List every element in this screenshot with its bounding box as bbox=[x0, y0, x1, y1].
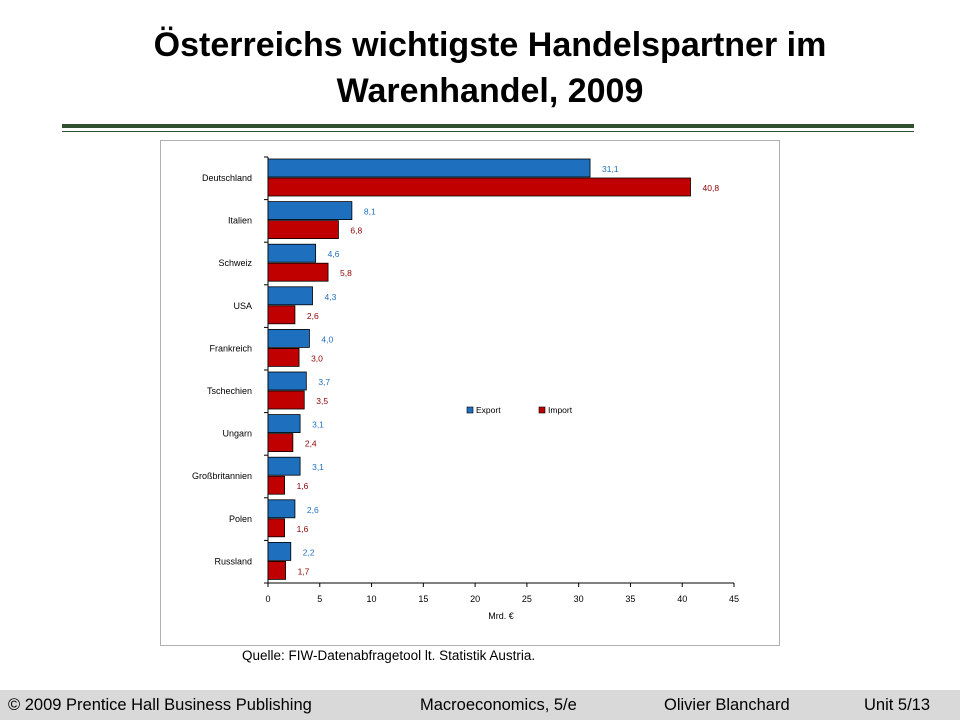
legend-swatch bbox=[466, 406, 474, 414]
export-bar bbox=[267, 243, 317, 263]
export-bar bbox=[267, 371, 307, 391]
x-tick-label: 5 bbox=[317, 594, 322, 604]
export-data-label: 3,1 bbox=[312, 420, 324, 430]
legend-entry: Import bbox=[548, 405, 573, 415]
export-data-label: 3,7 bbox=[318, 377, 330, 387]
category-label: Russland bbox=[214, 556, 252, 566]
x-tick-label: 45 bbox=[729, 594, 739, 604]
x-tick-label: 20 bbox=[470, 594, 480, 604]
import-data-label: 3,0 bbox=[311, 353, 323, 363]
export-data-label: 4,3 bbox=[325, 292, 337, 302]
import-bar bbox=[267, 305, 296, 325]
import-data-label: 6,8 bbox=[350, 226, 362, 236]
import-data-label: 1,7 bbox=[298, 566, 310, 576]
import-bar bbox=[267, 177, 691, 197]
title-line-1: Österreichs wichtigste Handelspartner im bbox=[153, 26, 827, 64]
export-data-label: 8,1 bbox=[364, 207, 376, 217]
source-note: Quelle: FIW-Datenabfragetool lt. Statist… bbox=[242, 648, 536, 663]
x-tick-label: 0 bbox=[265, 594, 270, 604]
import-bar bbox=[267, 262, 329, 282]
x-tick-label: 10 bbox=[367, 594, 377, 604]
bar-chart: 0 5 10 15 20 25 30 35 40 45 Mrd. € Deutschland 31,1 4… bbox=[192, 156, 739, 621]
import-data-label: 2,6 bbox=[307, 311, 319, 321]
export-bar bbox=[267, 158, 591, 178]
export-bar bbox=[267, 541, 292, 561]
category-label: Schweiz bbox=[218, 258, 252, 268]
category-label: Polen bbox=[229, 514, 252, 524]
export-bar bbox=[267, 499, 296, 519]
title-rule-thick bbox=[62, 124, 914, 128]
export-bar bbox=[267, 201, 353, 220]
category-label: Deutschland bbox=[202, 173, 252, 183]
category-label: Italien bbox=[228, 216, 252, 226]
export-bar bbox=[267, 328, 310, 348]
export-bar bbox=[267, 456, 301, 476]
export-data-label: 2,6 bbox=[307, 505, 319, 515]
export-data-label: 4,6 bbox=[328, 249, 340, 259]
export-data-label: 4,0 bbox=[321, 334, 333, 344]
import-bar bbox=[267, 475, 285, 495]
slide-title: Österreichs wichtigste Handelspartner im… bbox=[60, 22, 920, 114]
import-data-label: 5,8 bbox=[340, 268, 352, 278]
import-bar bbox=[267, 560, 287, 580]
category-label: Tschechien bbox=[207, 386, 252, 396]
import-bar bbox=[267, 518, 285, 538]
category-label: Großbritannien bbox=[192, 471, 252, 481]
import-bar bbox=[267, 347, 300, 367]
title-line-2: Warenhandel, 2009 bbox=[336, 72, 644, 110]
x-tick-label: 30 bbox=[574, 594, 584, 604]
legend-entry: Export bbox=[476, 405, 501, 415]
import-data-label: 3,5 bbox=[316, 396, 328, 406]
import-bar bbox=[267, 433, 294, 453]
legend-swatch bbox=[538, 406, 546, 414]
x-tick-label: 40 bbox=[677, 594, 687, 604]
export-bar bbox=[267, 286, 313, 306]
x-tick-label: 35 bbox=[625, 594, 635, 604]
category-label: Ungarn bbox=[222, 429, 252, 439]
export-data-label: 31,1 bbox=[602, 164, 619, 174]
import-bar bbox=[267, 390, 305, 410]
export-data-label: 3,1 bbox=[312, 462, 324, 472]
x-tick-label: 25 bbox=[522, 594, 532, 604]
footer-author: Olivier Blanchard bbox=[664, 696, 790, 714]
export-data-label: 2,2 bbox=[303, 547, 315, 557]
import-data-label: 1,6 bbox=[297, 481, 309, 491]
category-label: Frankreich bbox=[209, 343, 252, 353]
import-data-label: 1,6 bbox=[297, 524, 309, 534]
x-axis-label: Mrd. € bbox=[488, 611, 514, 621]
import-bar bbox=[267, 220, 339, 239]
export-bar bbox=[267, 414, 301, 434]
footer-book: Macroeconomics, 5/e bbox=[420, 696, 577, 714]
footer-bar: © 2009 Prentice Hall Business Publishing… bbox=[0, 690, 960, 720]
import-data-label: 40,8 bbox=[703, 183, 720, 193]
category-label: USA bbox=[233, 301, 252, 311]
x-tick-label: 15 bbox=[418, 594, 428, 604]
chart-frame: 0 5 10 15 20 25 30 35 40 45 Mrd. € Deutschland 31,1 4… bbox=[160, 140, 780, 646]
title-rule-thin bbox=[62, 131, 914, 132]
footer-copyright: © 2009 Prentice Hall Business Publishing bbox=[8, 696, 312, 714]
import-data-label: 2,4 bbox=[305, 439, 317, 449]
footer-unit: Unit 5/13 bbox=[864, 696, 931, 714]
